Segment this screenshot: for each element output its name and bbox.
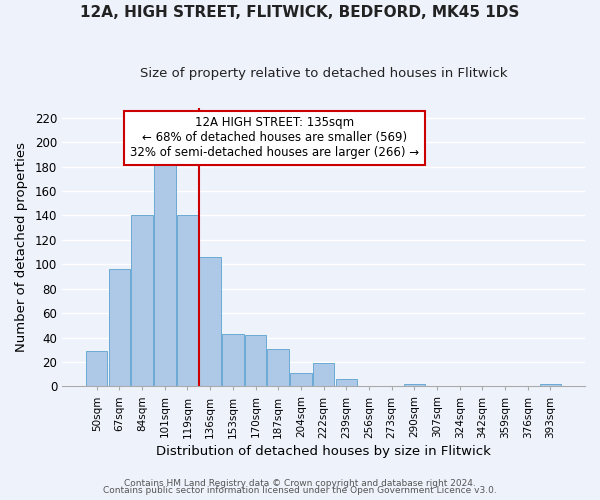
Bar xyxy=(222,334,244,386)
Bar xyxy=(539,384,561,386)
Bar xyxy=(335,379,357,386)
Bar xyxy=(131,216,153,386)
Y-axis label: Number of detached properties: Number of detached properties xyxy=(15,142,28,352)
Text: Contains HM Land Registry data © Crown copyright and database right 2024.: Contains HM Land Registry data © Crown c… xyxy=(124,478,476,488)
Bar xyxy=(245,335,266,386)
X-axis label: Distribution of detached houses by size in Flitwick: Distribution of detached houses by size … xyxy=(156,444,491,458)
Bar xyxy=(404,384,425,386)
Bar xyxy=(268,348,289,387)
Bar xyxy=(154,163,176,386)
Bar xyxy=(86,351,107,386)
Text: 12A, HIGH STREET, FLITWICK, BEDFORD, MK45 1DS: 12A, HIGH STREET, FLITWICK, BEDFORD, MK4… xyxy=(80,5,520,20)
Text: Contains public sector information licensed under the Open Government Licence v3: Contains public sector information licen… xyxy=(103,486,497,495)
Bar xyxy=(176,216,198,386)
Bar xyxy=(199,257,221,386)
Title: Size of property relative to detached houses in Flitwick: Size of property relative to detached ho… xyxy=(140,68,508,80)
Bar xyxy=(290,373,311,386)
Bar xyxy=(109,269,130,386)
Text: 12A HIGH STREET: 135sqm
← 68% of detached houses are smaller (569)
32% of semi-d: 12A HIGH STREET: 135sqm ← 68% of detache… xyxy=(130,116,419,160)
Bar xyxy=(313,363,334,386)
